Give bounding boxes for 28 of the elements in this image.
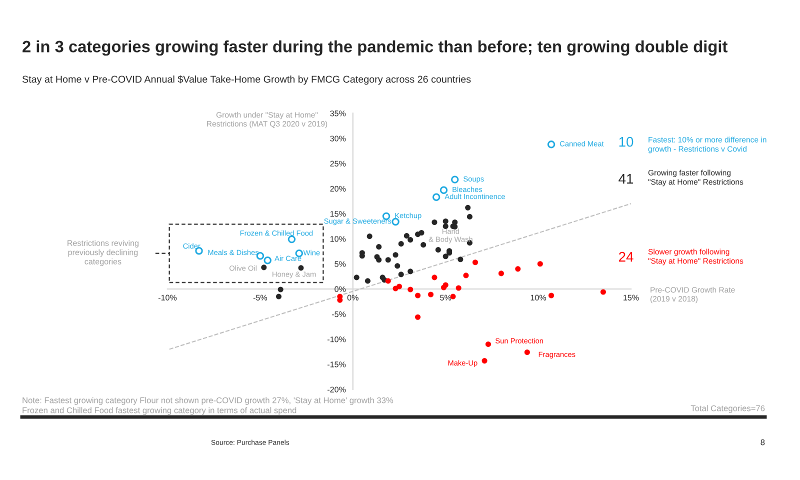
annotation: 41 bbox=[618, 174, 634, 184]
y-tick-label: -5% bbox=[332, 311, 346, 318]
annotation: 24 bbox=[618, 252, 634, 262]
text: Frozen and Chilled Food fastest growing category in terms of actual spend bbox=[22, 407, 296, 415]
text: Note: Fastest growing category Flour not shown pre-COVID growth 27%, 'Stay at Home' growth 33% bbox=[22, 397, 394, 405]
chart-subtitle: Stay at Home v Pre-COVID Annual $Value Take-Home Growth by FMCG Category across 26 countries bbox=[22, 75, 471, 85]
x-tick-label: 10% bbox=[530, 294, 546, 300]
y-tick-label: -20% bbox=[328, 386, 346, 392]
annotation: 10 bbox=[619, 136, 634, 147]
text: 8 bbox=[760, 439, 765, 446]
x-tick-label: 0% bbox=[347, 294, 358, 300]
y-tick-label: 30% bbox=[330, 136, 346, 142]
y-tick-label: 0% bbox=[334, 286, 346, 292]
x-tick-label: 5% bbox=[440, 294, 452, 300]
chart-title: 2 in 3 categories growing faster during the pandemic than before; ten growing double digit bbox=[22, 40, 728, 56]
y-tick-label: 5% bbox=[334, 261, 346, 267]
y-tick-label: -15% bbox=[328, 362, 346, 368]
text: Restrictions reviving previously declining categories bbox=[68, 240, 138, 266]
text: Total Categories=76 bbox=[690, 405, 765, 413]
y-tick-label: 10% bbox=[330, 236, 346, 242]
y-tick-label: 20% bbox=[330, 186, 346, 192]
x-tick-label: 15% bbox=[624, 294, 639, 300]
y-tick-label: -10% bbox=[328, 336, 346, 342]
y-tick-label: 35% bbox=[330, 110, 346, 116]
x-tick-label: -5% bbox=[253, 294, 268, 300]
y-tick-label: 15% bbox=[330, 211, 346, 217]
y-tick-label: 25% bbox=[330, 160, 346, 166]
x-tick-label: -10% bbox=[158, 294, 177, 300]
